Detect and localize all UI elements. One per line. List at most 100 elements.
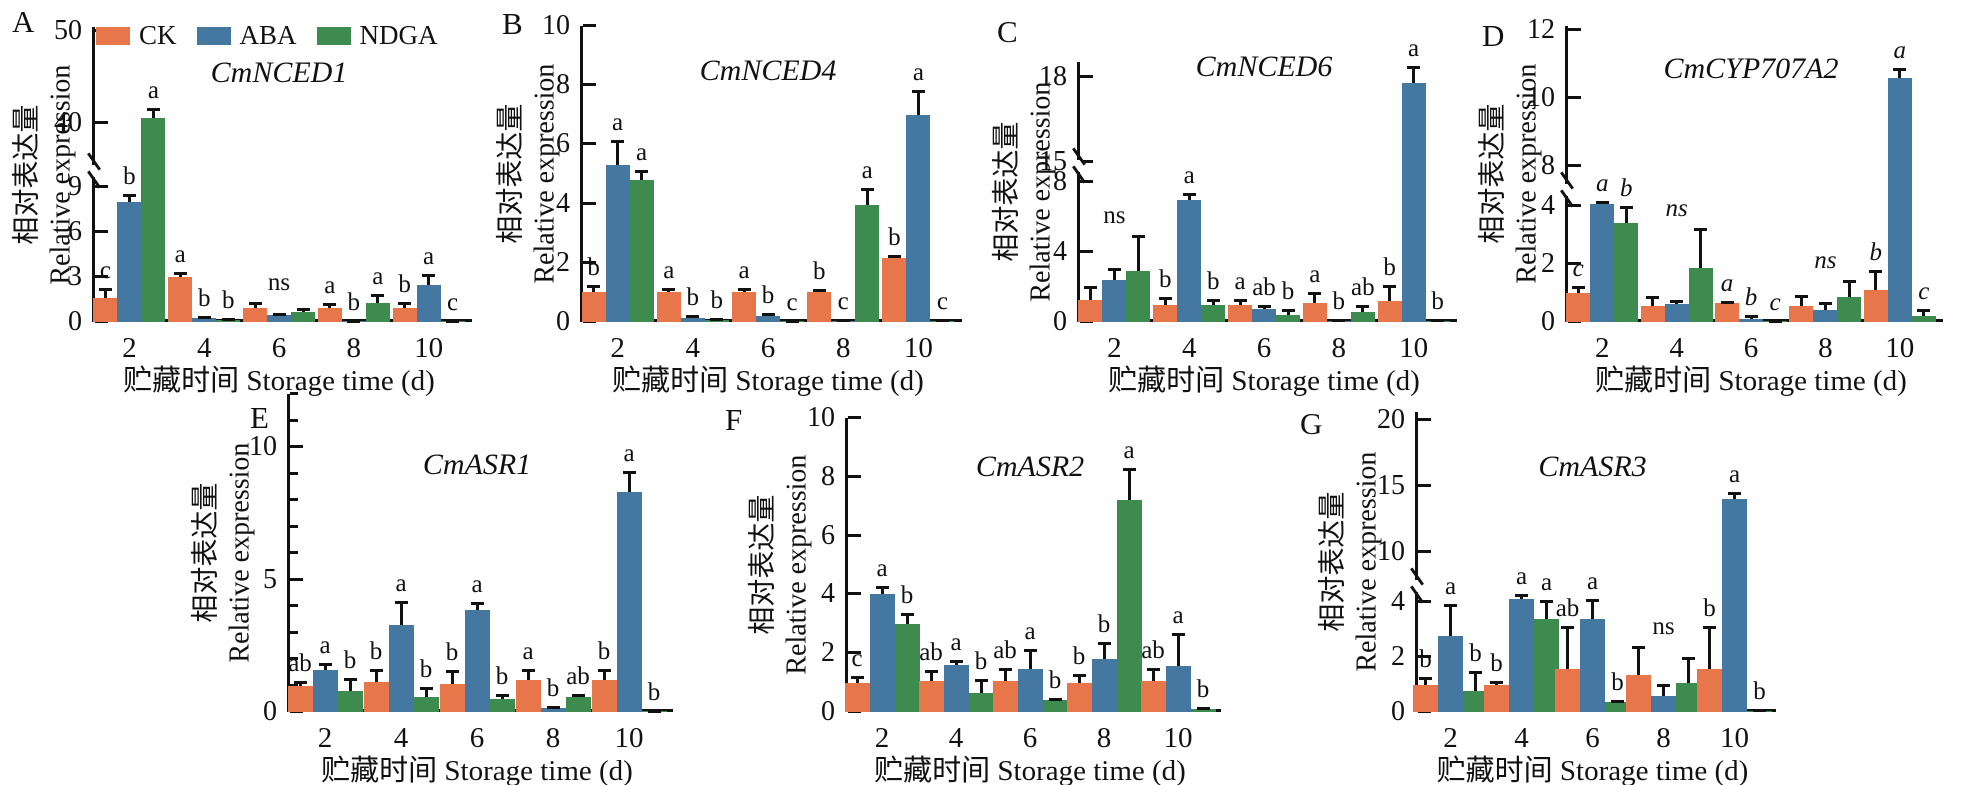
error-bar-cap	[1670, 299, 1684, 303]
bar-aba-day6	[1739, 318, 1763, 322]
error-bar-cap	[1171, 633, 1185, 637]
error-bar-cap	[998, 668, 1012, 672]
bar-ndga-day2	[141, 118, 166, 322]
y-tick	[1568, 262, 1581, 265]
bar-ndga-day6	[1605, 702, 1630, 712]
sig-letter: b	[1431, 288, 1444, 316]
chart-title: CmNCED1	[210, 56, 348, 89]
x-tick-label: 6	[469, 722, 485, 754]
sig-letter-group: ns	[1665, 195, 1688, 223]
plot-area: 0 2 4 10 15 20 b a b b a a ab a b ns b a b	[1377, 406, 1776, 726]
error-bar-cap	[1356, 305, 1370, 309]
error-bar-cap	[122, 193, 136, 197]
y-tick	[290, 551, 298, 554]
error-bar	[1112, 268, 1116, 280]
bar-ndga-day10	[1911, 315, 1936, 322]
error-bar-cap	[1646, 296, 1660, 300]
x-tick-label: 4	[1181, 332, 1197, 364]
y-tick	[95, 185, 108, 188]
bar-ndga-day10	[1190, 709, 1216, 712]
error-bar-cap	[887, 255, 901, 258]
y-tick	[848, 474, 861, 478]
error-bar	[616, 141, 620, 166]
bar-aba-day6	[1252, 308, 1276, 322]
bar-aba-day4	[1509, 599, 1534, 712]
x-axis-label: 贮藏时间 Storage time (d)	[1108, 365, 1420, 397]
error-bar	[127, 194, 131, 202]
error-bar-cap	[197, 316, 211, 320]
error-bar	[374, 669, 378, 682]
legend-label: NDGA	[359, 20, 438, 50]
sig-letter: b	[1619, 175, 1633, 203]
error-bar-cap	[1728, 491, 1741, 495]
error-bar-cap	[1196, 707, 1210, 711]
axis-break-gap	[89, 165, 98, 177]
error-bar-cap	[419, 687, 433, 691]
sig-letter: a	[623, 440, 635, 468]
plot-area: 0 2 4 8 10 12 c a b ns a b c ns b a c	[1527, 16, 1943, 336]
error-bar	[1286, 309, 1290, 315]
y-tick	[1418, 418, 1431, 421]
error-bar	[427, 274, 431, 285]
y-tick-label: 6	[68, 216, 82, 247]
x-tick-label: 8	[835, 332, 851, 364]
y-tick	[583, 142, 596, 146]
error-bar-cap	[911, 90, 925, 94]
sig-letter: b	[1097, 610, 1111, 638]
sig-letter: a	[1595, 170, 1609, 197]
sig-letter: b	[369, 637, 383, 665]
legend-label: ABA	[239, 20, 297, 50]
bar-aba-day4	[680, 317, 705, 322]
error-bar	[1077, 675, 1081, 683]
x-tick-label: 4	[685, 332, 701, 364]
error-bar	[1424, 677, 1427, 685]
y-tick-label: 50	[54, 15, 82, 46]
y-tick	[583, 24, 596, 27]
bar-ndga-day8	[365, 302, 390, 322]
error-bar-cap	[521, 668, 535, 672]
chart-title: CmNCED4	[699, 54, 837, 87]
error-bar-cap	[710, 317, 724, 321]
sig-letter-group: ns	[1103, 202, 1126, 230]
error-bar-cap	[1818, 302, 1832, 306]
sig-letter: a	[423, 242, 435, 270]
legend-swatch-ndga	[316, 26, 351, 45]
error-bar-cap	[318, 663, 332, 667]
sig-letter: a	[1172, 602, 1184, 630]
plot-area: 0 4 8 15 18 ns b a b a ab b a b ab b a b	[1039, 36, 1457, 336]
error-bar-cap	[1407, 66, 1421, 70]
sig-letter: b	[1281, 277, 1295, 305]
sig-letter: a	[1024, 618, 1036, 646]
sig-letter: ab	[1141, 637, 1165, 665]
error-bar	[979, 679, 983, 693]
y-axis-line	[845, 418, 848, 712]
error-bar-cap	[785, 319, 799, 323]
bar-aba-day4	[192, 318, 217, 322]
error-bar	[526, 669, 530, 681]
y-tick	[290, 392, 298, 395]
error-bar-cap	[761, 313, 775, 317]
panel-label: F	[725, 402, 743, 437]
y-tick-label: 4	[821, 578, 835, 610]
error-bar-cap	[949, 660, 963, 664]
bar-ck-day6	[1715, 303, 1739, 322]
error-bar-cap	[343, 677, 357, 681]
error-bar	[178, 272, 182, 277]
sig-letter: b	[343, 646, 357, 674]
sig-letter: ab	[288, 649, 312, 677]
sig-letter: a	[950, 629, 962, 657]
error-bar	[348, 678, 352, 691]
sig-letter: b	[597, 637, 611, 665]
y-axis-line	[287, 394, 290, 712]
error-bar	[1708, 626, 1711, 670]
y-tick	[1418, 600, 1431, 603]
sig-letter: a	[876, 555, 888, 583]
bar-aba-day6	[1580, 618, 1605, 712]
error-bar	[1823, 303, 1827, 311]
bar-ck-day8	[317, 307, 342, 322]
y-axis-label-cn: 相对表达量	[747, 495, 779, 636]
x-tick-label: 2	[1443, 722, 1458, 754]
bar-ck-day10	[591, 680, 617, 712]
error-bar-cap	[394, 601, 408, 605]
y-tick	[1568, 28, 1581, 31]
